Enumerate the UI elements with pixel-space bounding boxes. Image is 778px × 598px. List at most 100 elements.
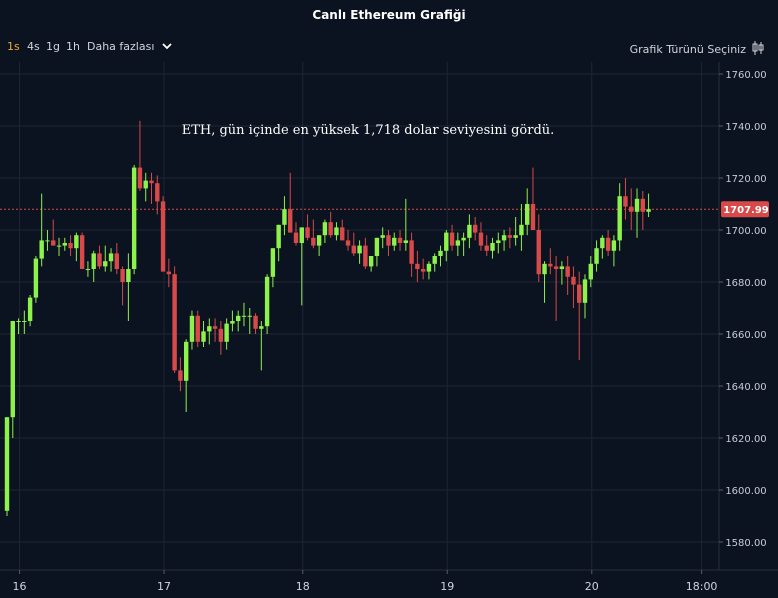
candle-body <box>39 240 44 259</box>
candle <box>97 245 102 269</box>
candle <box>426 261 432 280</box>
candle <box>311 219 316 249</box>
y-tick-label: 1640.00 <box>725 382 766 393</box>
candle <box>114 243 120 275</box>
candle <box>172 266 177 373</box>
y-tick-label: 1760.00 <box>725 70 766 81</box>
candle-body <box>484 245 489 251</box>
candle-body <box>420 269 426 272</box>
candle-body <box>16 321 21 322</box>
toolbar: 1s 4s 1g 1h Daha fazlası Grafik Türünü S… <box>0 34 778 62</box>
candle <box>507 227 513 249</box>
candle <box>588 256 593 288</box>
candle <box>183 339 189 412</box>
candle <box>634 188 640 238</box>
candle-body <box>172 274 177 371</box>
x-axis: 16 17 18 19 20 18:00 <box>0 569 778 593</box>
candle-body <box>299 227 304 243</box>
x-tick-label: 17 <box>157 580 171 593</box>
candlestick-series <box>4 120 651 516</box>
chart-type-label: Grafik Türünü Seçiniz <box>629 43 746 56</box>
candle <box>282 196 287 236</box>
x-tick-label: 19 <box>440 580 454 593</box>
candle-body <box>368 256 374 267</box>
current-price-line: 1707.99 <box>0 201 769 218</box>
candle-body <box>218 328 224 342</box>
candle-body <box>212 326 218 329</box>
candle <box>207 318 212 345</box>
candle-body <box>345 240 351 246</box>
candle-body <box>392 237 397 246</box>
candle-body <box>178 370 183 381</box>
candle <box>264 274 270 334</box>
chart-annotation: ETH, gün içinde en yüksek 1,718 dolar se… <box>182 123 555 138</box>
candle-body <box>79 235 85 269</box>
candle-body <box>4 417 10 511</box>
candle-body <box>432 256 437 264</box>
candle-body <box>600 237 605 249</box>
candle <box>120 266 125 306</box>
candle <box>629 188 634 230</box>
candle <box>45 230 50 251</box>
candle <box>559 261 565 285</box>
y-tick-label: 1680.00 <box>725 278 766 289</box>
candle <box>253 313 258 334</box>
candle-body <box>605 237 611 251</box>
candle <box>363 237 368 269</box>
candle <box>126 253 131 321</box>
candle-body <box>85 269 91 270</box>
timeframe-1g[interactable]: 1g <box>46 40 60 53</box>
timeframe-1h[interactable]: 1h <box>66 40 80 53</box>
timeframe-4s[interactable]: 4s <box>27 40 40 53</box>
y-tick-label: 1580.00 <box>725 538 766 549</box>
candle-body <box>114 253 120 269</box>
y-tick-label: 1600.00 <box>725 486 766 497</box>
candle-body <box>160 201 166 272</box>
timeframe-1s[interactable]: 1s <box>7 40 20 53</box>
candle-body <box>247 315 252 317</box>
candle-body <box>449 232 455 246</box>
candle-body <box>33 258 39 298</box>
candle-body <box>397 237 403 243</box>
candle-body <box>328 222 333 236</box>
candle <box>565 256 570 295</box>
candle <box>571 266 576 308</box>
candle <box>270 248 276 288</box>
candle-body <box>62 243 67 246</box>
candle <box>542 261 547 303</box>
candle <box>51 219 56 246</box>
candle <box>201 321 206 347</box>
candle-body <box>577 284 582 303</box>
candle-body <box>253 315 258 329</box>
candle <box>472 217 478 241</box>
candle <box>166 258 172 288</box>
candle <box>351 232 356 256</box>
candle-body <box>68 243 73 249</box>
x-tick-label: 16 <box>13 580 27 593</box>
candle-body <box>56 245 62 247</box>
candle <box>530 167 536 230</box>
candle <box>62 237 67 251</box>
candle <box>640 191 645 230</box>
candle-body <box>386 235 391 246</box>
candle <box>10 321 15 438</box>
candle <box>85 261 91 277</box>
candle <box>212 318 218 342</box>
candle-body <box>322 222 328 236</box>
candle <box>403 198 409 251</box>
candle <box>56 237 62 256</box>
candle <box>536 214 541 282</box>
chart-type-selector[interactable]: Grafik Türünü Seçiniz <box>630 40 764 59</box>
candle <box>484 235 489 256</box>
current-price-tag <box>721 201 769 218</box>
candle-body <box>513 235 518 238</box>
candle <box>79 232 85 269</box>
candle-body <box>259 326 264 329</box>
candle-body <box>236 315 241 321</box>
candle <box>74 232 79 262</box>
candle-body <box>496 240 501 243</box>
price-chart[interactable]: 1707.99 ETH, gün içinde en yüksek 1,718 … <box>0 62 778 598</box>
candle-body <box>357 245 362 254</box>
more-timeframes-dropdown[interactable]: Daha fazlası <box>87 40 172 53</box>
candle <box>4 417 10 516</box>
